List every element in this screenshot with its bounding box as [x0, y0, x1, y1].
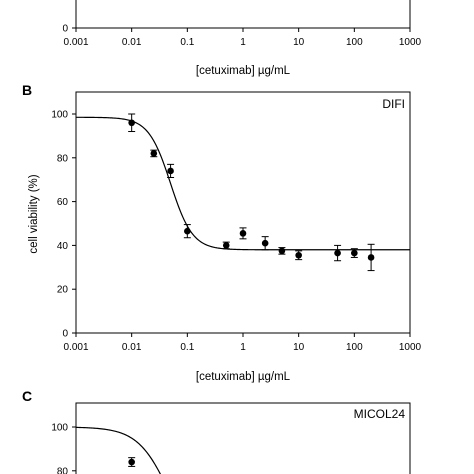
x-tick-label: 10: [293, 342, 305, 353]
panel-c-fit-curve: [75, 426, 161, 474]
panel-b-x-axis-label: [cetuximab] µg/mL: [196, 371, 291, 383]
panel-c: C MICOL24 80 100: [22, 388, 411, 474]
data-point: [351, 249, 358, 257]
panel-b-y-axis-label: cell viability (%): [28, 174, 40, 253]
y-tick-label: 100: [51, 110, 68, 121]
panel-b-letter: B: [22, 82, 32, 98]
panel-a-x-ticks: [75, 28, 411, 32]
data-point: [278, 247, 286, 255]
data-point: [222, 242, 230, 249]
data-point: [261, 239, 269, 247]
panel-b-x-tick-labels: 0.001 0.01 0.1 1 10 100 1000: [63, 342, 421, 353]
panel-b-plot-frame: [75, 91, 411, 334]
panel-c-plot-frame: [75, 402, 411, 474]
data-point: [184, 227, 191, 235]
panel-a-y-tick-label: 0: [62, 24, 68, 35]
x-tick-label: 0.1: [180, 342, 194, 353]
x-tick-label: 0.1: [180, 37, 194, 48]
x-tick-label: 100: [346, 342, 363, 353]
y-tick-label: 80: [57, 153, 69, 164]
y-tick-label: 100: [51, 423, 68, 434]
panel-b-x-ticks: [75, 333, 411, 337]
panel-b-y-tick-labels: 0 20 40 60 80 100: [51, 110, 68, 340]
x-tick-label: 1: [240, 342, 246, 353]
data-point: [128, 119, 135, 127]
panel-a: 0 0.001 0.01 0.1 1 10 100 1000 [cetuximab] µg/…: [62, 0, 422, 77]
x-tick-label: 1: [240, 37, 246, 48]
data-point: [150, 150, 158, 157]
panel-b: B DIFI cell viability (%) 0 20 40 60 80 100 0…: [22, 82, 422, 383]
x-tick-label: 100: [346, 37, 363, 48]
data-point: [334, 249, 341, 257]
x-tick-label: 0.01: [122, 37, 142, 48]
panel-a-x-axis-label: [cetuximab] µg/mL: [196, 65, 291, 77]
panel-c-y-tick-labels: 80 100: [51, 423, 68, 474]
panel-a-x-tick-labels: 0.001 0.01 0.1 1 10 100 1000: [63, 37, 421, 48]
data-point: [128, 458, 135, 466]
panel-c-points: [128, 458, 135, 466]
x-tick-label: 0.001: [63, 342, 88, 353]
panel-c-y-ticks: [72, 426, 76, 472]
x-tick-label: 0.01: [122, 342, 142, 353]
panel-c-letter: C: [22, 388, 32, 404]
y-tick-label: 40: [57, 241, 69, 252]
panel-c-title: MICOL24: [354, 407, 406, 421]
panel-b-points: [128, 119, 375, 261]
y-tick-label: 20: [57, 285, 69, 296]
panel-b-title: DIFI: [382, 97, 405, 111]
x-tick-label: 10: [293, 37, 305, 48]
x-tick-label: 1000: [399, 37, 422, 48]
panel-b-error-bars: [128, 113, 375, 272]
x-tick-label: 0.001: [63, 37, 88, 48]
y-tick-label: 80: [57, 466, 69, 474]
panel-b-y-ticks: [72, 113, 76, 334]
y-tick-label: 0: [62, 329, 68, 340]
data-point: [295, 251, 302, 259]
data-point: [239, 230, 247, 237]
data-point: [367, 254, 375, 261]
data-point: [167, 167, 174, 175]
x-tick-label: 1000: [399, 342, 422, 353]
y-tick-label: 60: [57, 197, 69, 208]
